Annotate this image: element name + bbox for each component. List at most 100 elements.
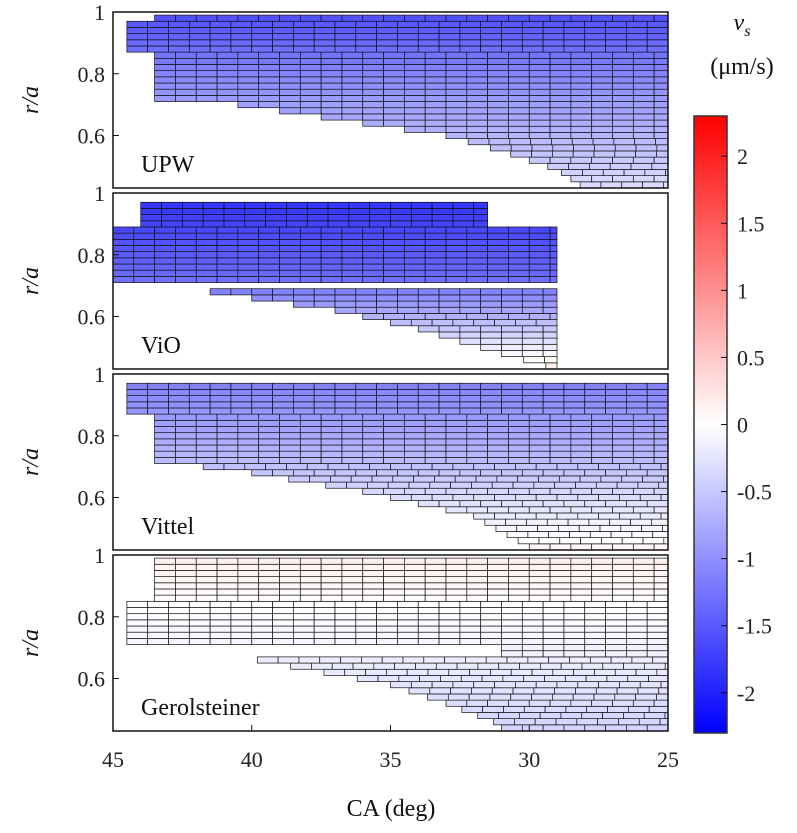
heatmap-cell [473,214,488,222]
heatmap-cell [175,263,197,271]
heatmap-cell [662,524,669,532]
heatmap-cell [508,444,530,452]
heatmap-cell [404,269,426,277]
heatmap-cell [653,51,669,59]
heatmap-cell [637,481,660,489]
heatmap-cell [175,226,197,234]
heatmap-cell [542,650,565,658]
heatmap-cell [216,88,239,96]
heatmap-cell [466,251,488,259]
heatmap-cell [195,457,218,464]
heatmap-cell [508,119,530,127]
heatmap-cell [459,337,482,345]
heatmap-cell [491,481,514,489]
heatmap-cell [397,600,419,608]
heatmap-cell [299,419,322,427]
heatmap-cell [549,276,558,283]
heatmap-cell [383,594,405,602]
heatmap-cell [175,232,197,240]
heatmap-cell [397,39,419,47]
heatmap-cell [584,644,606,652]
heatmap-cell [642,181,664,189]
heatmap-cell [188,613,211,621]
heatmap-cell [230,619,253,627]
heatmap-cell [376,300,398,308]
heatmap-cell [244,208,266,215]
heatmap-cell [209,613,232,621]
heatmap-cell [188,607,211,615]
heatmap-cell [299,82,322,90]
heatmap-cell [230,45,253,53]
heatmap-cell [646,33,669,41]
heatmap-cell [570,576,593,584]
heatmap-cell [473,681,495,689]
heatmap-cell [528,57,551,65]
heatmap-cell [445,76,468,84]
heatmap-cell [466,107,488,115]
heatmap-cell [542,638,565,645]
heatmap-cell [404,570,426,577]
heatmap-cell [508,251,530,259]
heatmap-cell [489,693,512,701]
heatmap-cell [279,450,301,458]
y-axis-label: r/a [18,448,44,476]
heatmap-cell [404,257,426,265]
heatmap-cell [466,450,488,458]
heatmap-cell [620,524,642,532]
heatmap-cell [237,57,260,65]
heatmap-cell [487,413,509,421]
heatmap-cell [501,288,523,296]
heatmap-cell [521,350,544,357]
heatmap-cell [341,563,364,571]
heatmap-cell [605,469,627,477]
heatmap-cell [626,619,648,627]
heatmap-cell [487,576,509,584]
heatmap-cell [466,95,488,102]
heatmap-cell [383,426,405,434]
heatmap-cell [195,88,218,96]
heatmap-cell [237,438,260,446]
heatmap-cell [502,675,525,682]
heatmap-cell [397,45,419,53]
heatmap-cell [431,494,454,501]
heatmap-cell [320,101,343,109]
heatmap-cell [473,319,495,327]
heatmap-cell [487,588,509,596]
heatmap-cell [549,57,572,65]
heatmap-cell [549,570,572,577]
heatmap-cell [299,557,322,565]
heatmap-cell [528,276,551,283]
heatmap-cell [570,95,593,102]
heatmap-cell [431,681,454,689]
heatmap-cell [482,705,504,713]
heatmap-cell [656,693,669,701]
heatmap-cell [487,699,509,707]
heatmap-cell [355,407,377,415]
heatmap-cell [362,14,384,22]
heatmap-cell [480,300,502,308]
heatmap-cell [521,407,544,415]
y-tick-label: 0.8 [78,605,106,630]
heatmap-cell [549,313,558,320]
heatmap-cell [251,613,273,621]
heatmap-cell [362,226,384,234]
heatmap-cell [450,481,472,489]
heatmap-cell [584,20,606,28]
heatmap-cell [362,70,384,78]
heatmap-cell [355,638,377,645]
heatmap-cell [258,64,280,72]
heatmap-cell [362,426,384,434]
heatmap-cell [355,294,377,302]
heatmap-cell [488,138,511,146]
heatmap-cell [577,494,599,501]
heatmap-cell [445,232,468,240]
heatmap-cell [154,444,176,452]
heatmap-cell [626,395,648,403]
y-tick-label: 1 [94,0,105,25]
heatmap-cell [279,432,301,440]
heatmap-cell [466,487,488,495]
heatmap-cell [279,563,301,571]
y-tick-label: 0.8 [78,243,106,268]
heatmap-cell [612,570,634,577]
heatmap-cell [438,306,461,314]
